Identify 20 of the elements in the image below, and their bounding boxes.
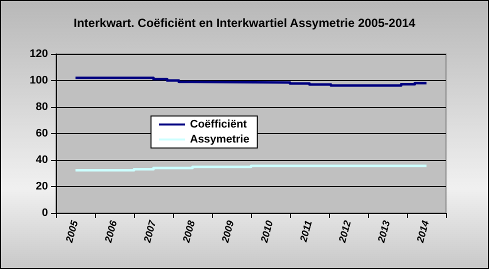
x-tick-label: 2010 <box>259 219 276 245</box>
x-tick-label: 2006 <box>103 219 120 245</box>
y-tick-label: 80 <box>36 101 48 113</box>
x-tick-label: 2014 <box>415 219 432 245</box>
x-tick-label: 2012 <box>337 219 354 245</box>
x-tick-label: 2005 <box>64 219 81 245</box>
y-tick-label: 40 <box>36 154 48 166</box>
chart-title: Interkwart. Coëficiënt en Interkwartiel Assymetrie 2005-2014 <box>74 16 416 30</box>
y-tick-label: 60 <box>36 128 48 140</box>
legend-label: Assymetrie <box>190 134 250 146</box>
x-tick-label: 2009 <box>220 219 237 245</box>
x-tick-label: 2013 <box>376 219 393 245</box>
y-tick-label: 20 <box>36 180 48 192</box>
x-tick-label: 2008 <box>181 219 198 245</box>
y-tick-label: 120 <box>30 48 48 60</box>
y-tick-label: 100 <box>30 74 48 86</box>
x-tick-label: 2011 <box>298 219 315 244</box>
y-tick-label: 0 <box>42 207 48 219</box>
legend-label: Coëfficiënt <box>190 118 248 130</box>
x-tick-label: 2007 <box>142 219 159 245</box>
